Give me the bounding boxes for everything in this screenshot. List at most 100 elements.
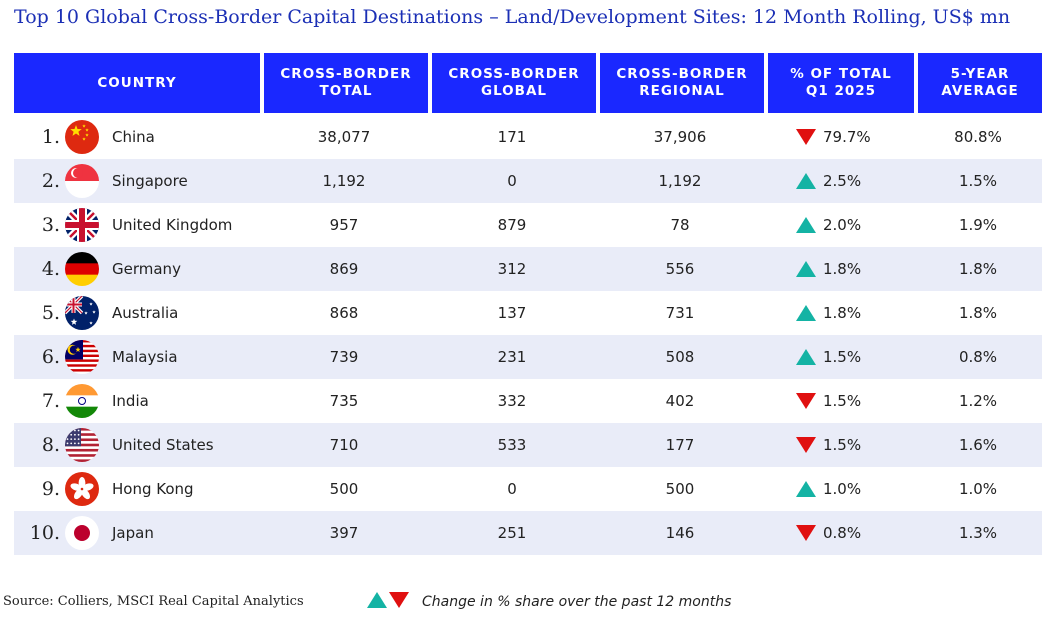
share-cell: 1.5% <box>764 379 914 423</box>
share-value: 1.5% <box>823 348 862 366</box>
rank-label: 10. <box>29 522 60 544</box>
country-cell: 9. Hong Kong <box>14 467 260 511</box>
average-cell: 1.9% <box>914 203 1042 247</box>
regional-cell: 78 <box>596 203 764 247</box>
total-cell: 397 <box>260 511 428 555</box>
chart-title: Top 10 Global Cross-Border Capital Desti… <box>14 6 1011 28</box>
uk-flag-icon <box>65 208 99 242</box>
share-value: 1.5% <box>823 392 862 410</box>
global-cell: 171 <box>428 115 596 159</box>
country-cell: 7. India <box>14 379 260 423</box>
australia-flag-icon <box>65 296 99 330</box>
country-name: China <box>112 128 155 146</box>
global-cell: 533 <box>428 423 596 467</box>
germany-flag-icon <box>65 252 99 286</box>
table-row: 2. Singapore 1,192 0 1,192 2.5% 1.5% <box>14 159 1042 203</box>
table-row: 8. United States 710 533 177 1.5% 1.6% <box>14 423 1042 467</box>
rank-label: 6. <box>41 346 60 368</box>
country-cell: 5. Australia <box>14 291 260 335</box>
regional-cell: 556 <box>596 247 764 291</box>
triangle-down-icon <box>796 525 816 541</box>
global-cell: 879 <box>428 203 596 247</box>
table-row: 6. Malaysia 739 231 508 1.5% 0.8% <box>14 335 1042 379</box>
header-regional: CROSS-BORDER REGIONAL <box>596 53 764 113</box>
triangle-up-icon <box>796 305 816 321</box>
share-cell: 0.8% <box>764 511 914 555</box>
table-row: 3. United Kingdom 957 879 78 2.0% 1.9% <box>14 203 1042 247</box>
regional-cell: 146 <box>596 511 764 555</box>
country-name: United States <box>112 436 214 454</box>
table-header: COUNTRY CROSS-BORDER TOTAL CROSS-BORDER GL… <box>14 53 1042 113</box>
share-value: 0.8% <box>823 524 862 542</box>
share-cell: 79.7% <box>764 115 914 159</box>
global-cell: 0 <box>428 159 596 203</box>
share-value: 79.7% <box>823 128 871 146</box>
average-cell: 1.5% <box>914 159 1042 203</box>
triangle-up-icon <box>796 217 816 233</box>
country-name: United Kingdom <box>112 216 233 234</box>
average-cell: 1.6% <box>914 423 1042 467</box>
total-cell: 500 <box>260 467 428 511</box>
regional-cell: 402 <box>596 379 764 423</box>
country-cell: 8. United States <box>14 423 260 467</box>
regional-cell: 1,192 <box>596 159 764 203</box>
total-cell: 1,192 <box>260 159 428 203</box>
rank-label: 5. <box>41 302 60 324</box>
share-cell: 1.5% <box>764 335 914 379</box>
country-cell: 6. Malaysia <box>14 335 260 379</box>
rank-label: 9. <box>41 478 60 500</box>
country-name: Japan <box>112 524 154 542</box>
malaysia-flag-icon <box>65 340 99 374</box>
table-row: 7. India 735 332 402 1.5% 1.2% <box>14 379 1042 423</box>
share-cell: 2.0% <box>764 203 914 247</box>
global-cell: 231 <box>428 335 596 379</box>
usa-flag-icon <box>65 428 99 462</box>
share-cell: 1.8% <box>764 247 914 291</box>
header-country: COUNTRY <box>14 53 260 113</box>
country-cell: 4. Germany <box>14 247 260 291</box>
country-cell: 2. Singapore <box>14 159 260 203</box>
share-cell: 1.5% <box>764 423 914 467</box>
country-name: Singapore <box>112 172 188 190</box>
average-cell: 1.8% <box>914 291 1042 335</box>
country-name: Malaysia <box>112 348 178 366</box>
hong-kong-flag-icon <box>65 472 99 506</box>
india-flag-icon <box>65 384 99 418</box>
rank-label: 7. <box>41 390 60 412</box>
singapore-flag-icon <box>65 164 99 198</box>
share-value: 1.8% <box>823 260 862 278</box>
share-value: 2.0% <box>823 216 862 234</box>
average-cell: 1.2% <box>914 379 1042 423</box>
source-note: Source: Colliers, MSCI Real Capital Anal… <box>3 594 304 609</box>
country-cell: 1. China <box>14 115 260 159</box>
average-cell: 80.8% <box>914 115 1042 159</box>
regional-cell: 177 <box>596 423 764 467</box>
triangle-up-icon <box>796 349 816 365</box>
total-cell: 957 <box>260 203 428 247</box>
share-value: 1.8% <box>823 304 862 322</box>
header-total: CROSS-BORDER TOTAL <box>260 53 428 113</box>
global-cell: 312 <box>428 247 596 291</box>
triangle-down-icon <box>389 592 409 608</box>
triangle-down-icon <box>796 437 816 453</box>
regional-cell: 37,906 <box>596 115 764 159</box>
rank-label: 1. <box>41 126 60 148</box>
triangle-up-icon <box>796 173 816 189</box>
table-row: 1. China 38,077 171 37,906 79.7% 80.8% <box>14 115 1042 159</box>
global-cell: 137 <box>428 291 596 335</box>
table-row: 5. Australia 868 137 731 1.8% 1.8% <box>14 291 1042 335</box>
regional-cell: 731 <box>596 291 764 335</box>
average-cell: 1.8% <box>914 247 1042 291</box>
total-cell: 710 <box>260 423 428 467</box>
table-row: 4. Germany 869 312 556 1.8% 1.8% <box>14 247 1042 291</box>
japan-flag-icon <box>65 516 99 550</box>
average-cell: 1.0% <box>914 467 1042 511</box>
triangle-down-icon <box>796 129 816 145</box>
total-cell: 869 <box>260 247 428 291</box>
share-value: 2.5% <box>823 172 862 190</box>
global-cell: 332 <box>428 379 596 423</box>
header-average: 5-YEAR AVERAGE <box>914 53 1042 113</box>
triangle-up-icon <box>367 592 387 608</box>
total-cell: 735 <box>260 379 428 423</box>
country-name: Germany <box>112 260 181 278</box>
